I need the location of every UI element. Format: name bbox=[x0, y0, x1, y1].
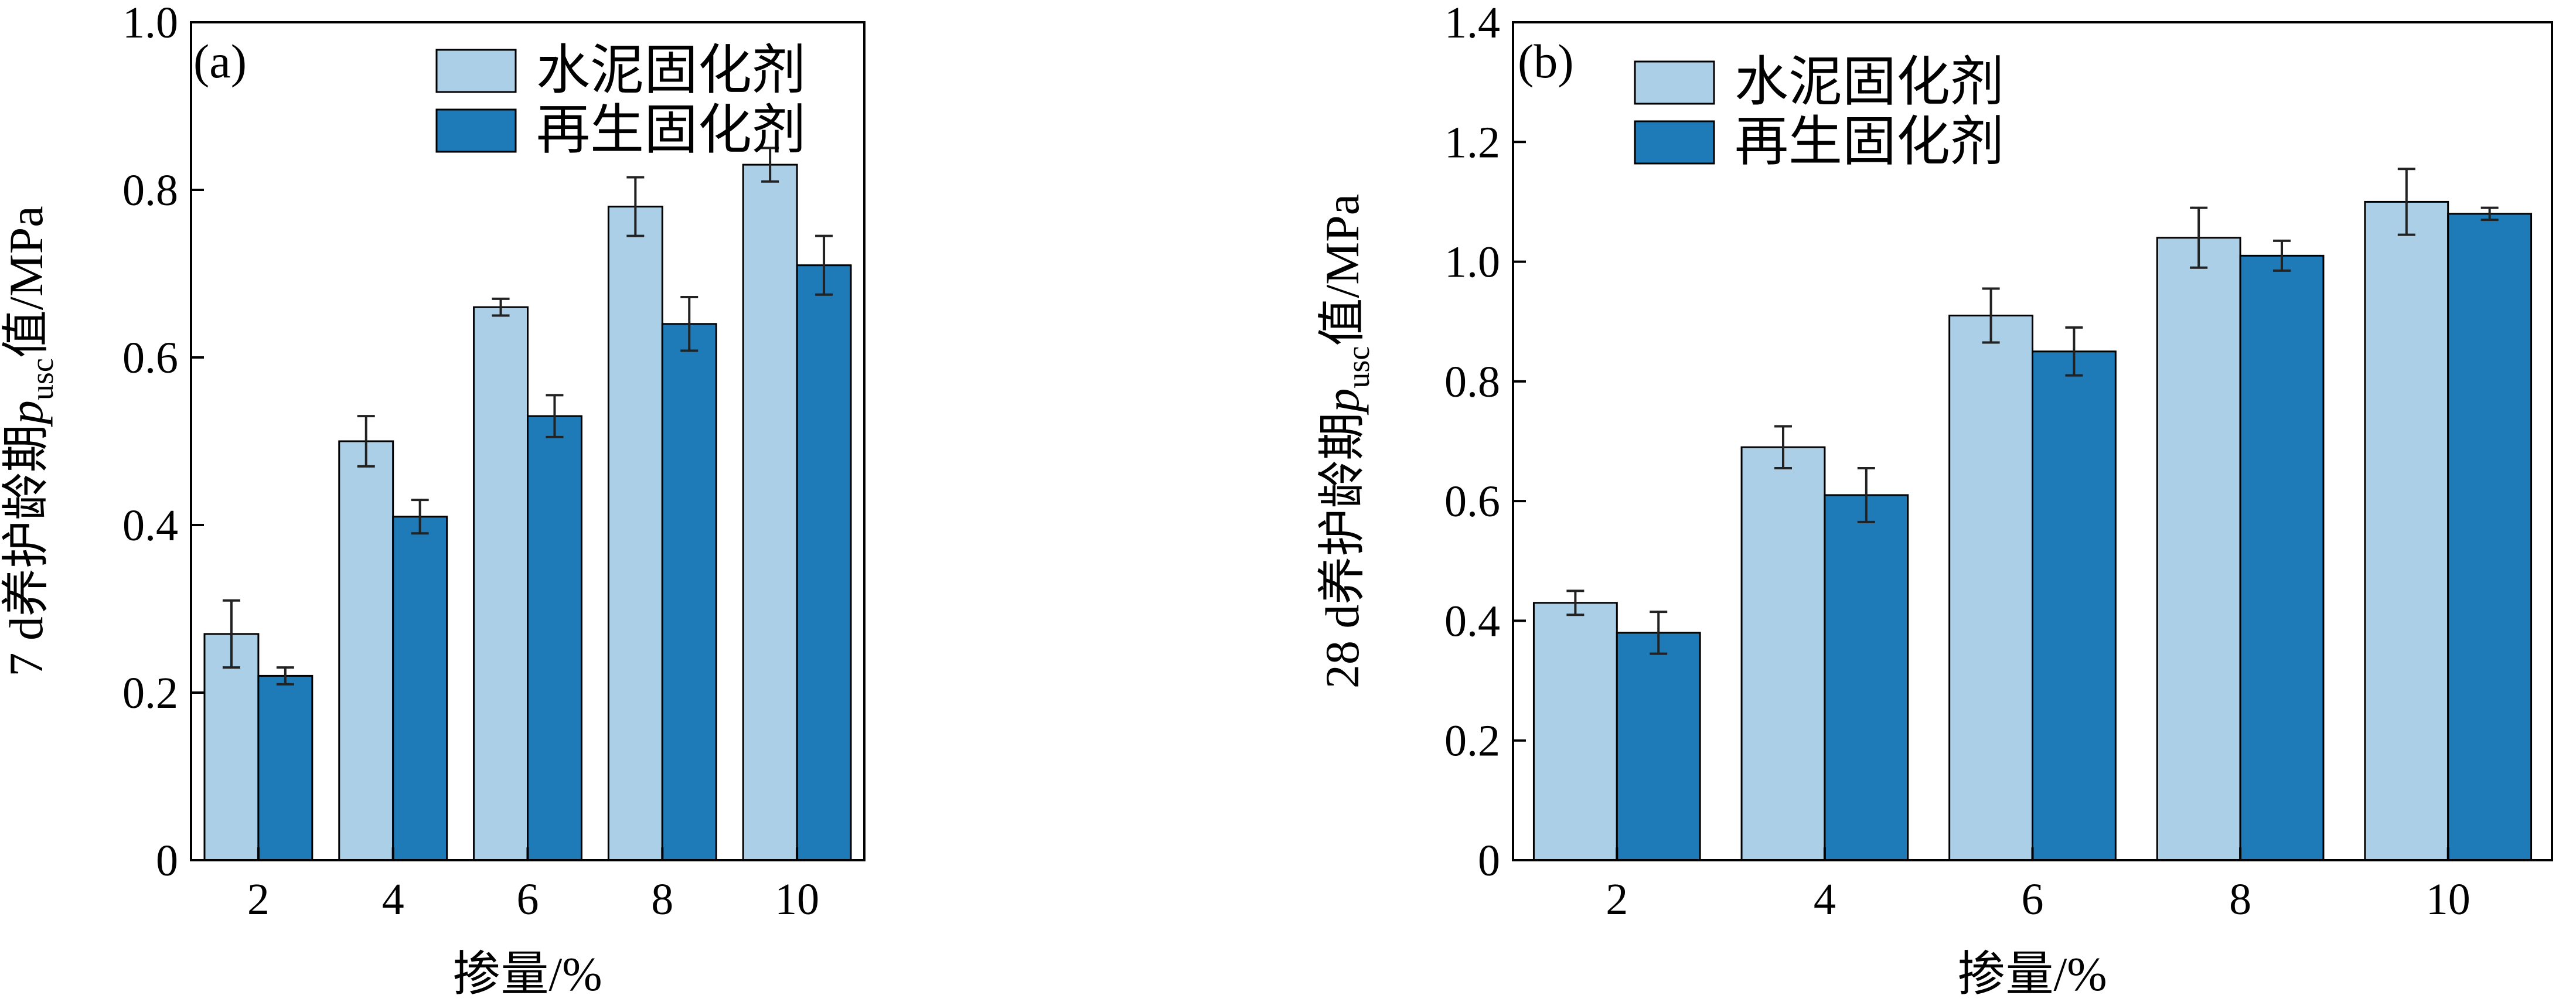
bar bbox=[338, 440, 394, 861]
y-tick-label: 0.8 bbox=[122, 166, 178, 215]
x-tick-label: 2 bbox=[247, 875, 270, 924]
y-axis-title-suffix: 值/MPa bbox=[0, 206, 53, 358]
bar bbox=[2447, 213, 2533, 861]
error-bar bbox=[2397, 168, 2415, 236]
legend-label: 再生固化剂 bbox=[536, 100, 806, 160]
bar bbox=[473, 306, 529, 861]
error-bar bbox=[1982, 287, 2000, 344]
y-tick-label: 1.0 bbox=[122, 0, 178, 47]
bar bbox=[527, 415, 582, 861]
legend-label: 再生固化剂 bbox=[1735, 112, 2004, 172]
y-tick-label: 0 bbox=[1478, 836, 1500, 885]
bar bbox=[1948, 315, 2033, 861]
legend-label: 水泥固化剂 bbox=[1735, 52, 2004, 112]
error-bar bbox=[276, 666, 294, 686]
error-bar bbox=[411, 499, 429, 535]
panel-label: (b) bbox=[1518, 35, 1574, 88]
y-tick-label: 1.0 bbox=[1444, 238, 1500, 287]
bar bbox=[2239, 254, 2325, 861]
bar bbox=[1740, 446, 1826, 861]
y-tick-label: 0.6 bbox=[122, 333, 178, 383]
y-axis-title-prefix: 28 d养护龄期 bbox=[1316, 413, 1369, 689]
y-tick-label: 0.6 bbox=[1444, 477, 1500, 526]
y-tick-label: 1.4 bbox=[1444, 0, 1500, 47]
bar bbox=[607, 206, 663, 861]
panel-label: (a) bbox=[193, 35, 247, 88]
error-bar bbox=[2190, 206, 2208, 269]
x-tick-label: 10 bbox=[2426, 875, 2471, 924]
error-bar bbox=[1566, 589, 1585, 616]
error-bar bbox=[680, 296, 698, 352]
x-tick-label: 6 bbox=[2022, 875, 2044, 924]
x-tick-label: 4 bbox=[1814, 875, 1836, 924]
error-bar bbox=[546, 394, 564, 438]
error-bar bbox=[1857, 466, 1875, 523]
x-tick-label: 10 bbox=[775, 875, 819, 924]
error-bar bbox=[815, 234, 833, 296]
y-axis-title-subscript: usc bbox=[25, 358, 60, 400]
y-tick-label: 0 bbox=[156, 836, 178, 885]
legend-label: 水泥固化剂 bbox=[536, 40, 806, 100]
x-tick-label: 8 bbox=[2229, 875, 2251, 924]
bar bbox=[2156, 237, 2241, 861]
x-tick-label: 2 bbox=[1606, 875, 1628, 924]
bar bbox=[796, 264, 852, 861]
y-tick-label: 0.4 bbox=[122, 501, 178, 550]
y-axis-title-subscript: usc bbox=[1341, 346, 1376, 388]
bar bbox=[1824, 494, 1909, 861]
x-tick-label: 6 bbox=[517, 875, 539, 924]
bar bbox=[203, 633, 260, 861]
bar bbox=[392, 516, 448, 861]
y-tick-label: 0.2 bbox=[1444, 717, 1500, 766]
error-bar bbox=[1774, 425, 1792, 469]
bar bbox=[2364, 200, 2449, 861]
error-bar bbox=[761, 146, 779, 183]
error-bar bbox=[2273, 239, 2291, 272]
y-tick-label: 1.2 bbox=[1444, 118, 1500, 167]
chart-panel-b: 0 0.2 0.4 0.6 0.8 1.0 1.2 1.4 2 4 6 8 10 (b) 水泥固化剂再生固化… bbox=[1316, 0, 2553, 1001]
x-tick-label: 4 bbox=[382, 875, 404, 924]
y-axis-title-variable: p bbox=[1316, 388, 1369, 415]
legend-swatch bbox=[1634, 120, 1715, 165]
y-axis-title: 7 d养护龄期pusc值/MPa bbox=[0, 206, 60, 676]
legend-swatch bbox=[1634, 60, 1715, 105]
bar bbox=[742, 163, 798, 861]
x-tick-label: 8 bbox=[651, 875, 673, 924]
bar bbox=[661, 323, 717, 861]
error-bar bbox=[626, 176, 645, 237]
y-tick-label: 0.8 bbox=[1444, 357, 1500, 407]
bar bbox=[1532, 602, 1618, 861]
error-bar bbox=[222, 599, 240, 669]
legend-swatch bbox=[435, 108, 517, 153]
x-axis-title: 掺量/% bbox=[1957, 948, 2107, 1001]
error-bar bbox=[357, 415, 375, 468]
y-axis-title-suffix: 值/MPa bbox=[1316, 194, 1369, 346]
y-axis-title: 28 d养护龄期pusc值/MPa bbox=[1316, 194, 1376, 689]
y-tick-label: 0.4 bbox=[1444, 597, 1500, 646]
bar bbox=[1616, 632, 1701, 861]
error-bar bbox=[2480, 206, 2499, 221]
y-tick-label: 0.2 bbox=[122, 669, 178, 718]
error-bar bbox=[1650, 611, 1668, 655]
error-bar bbox=[2065, 326, 2083, 377]
x-axis-title: 掺量/% bbox=[452, 948, 602, 1001]
bar bbox=[257, 674, 314, 861]
error-bar bbox=[492, 297, 510, 317]
y-axis-title-prefix: 7 d养护龄期 bbox=[0, 424, 53, 677]
y-axis-title-variable: p bbox=[0, 400, 53, 427]
legend-swatch bbox=[435, 49, 517, 93]
bar bbox=[2032, 350, 2117, 861]
